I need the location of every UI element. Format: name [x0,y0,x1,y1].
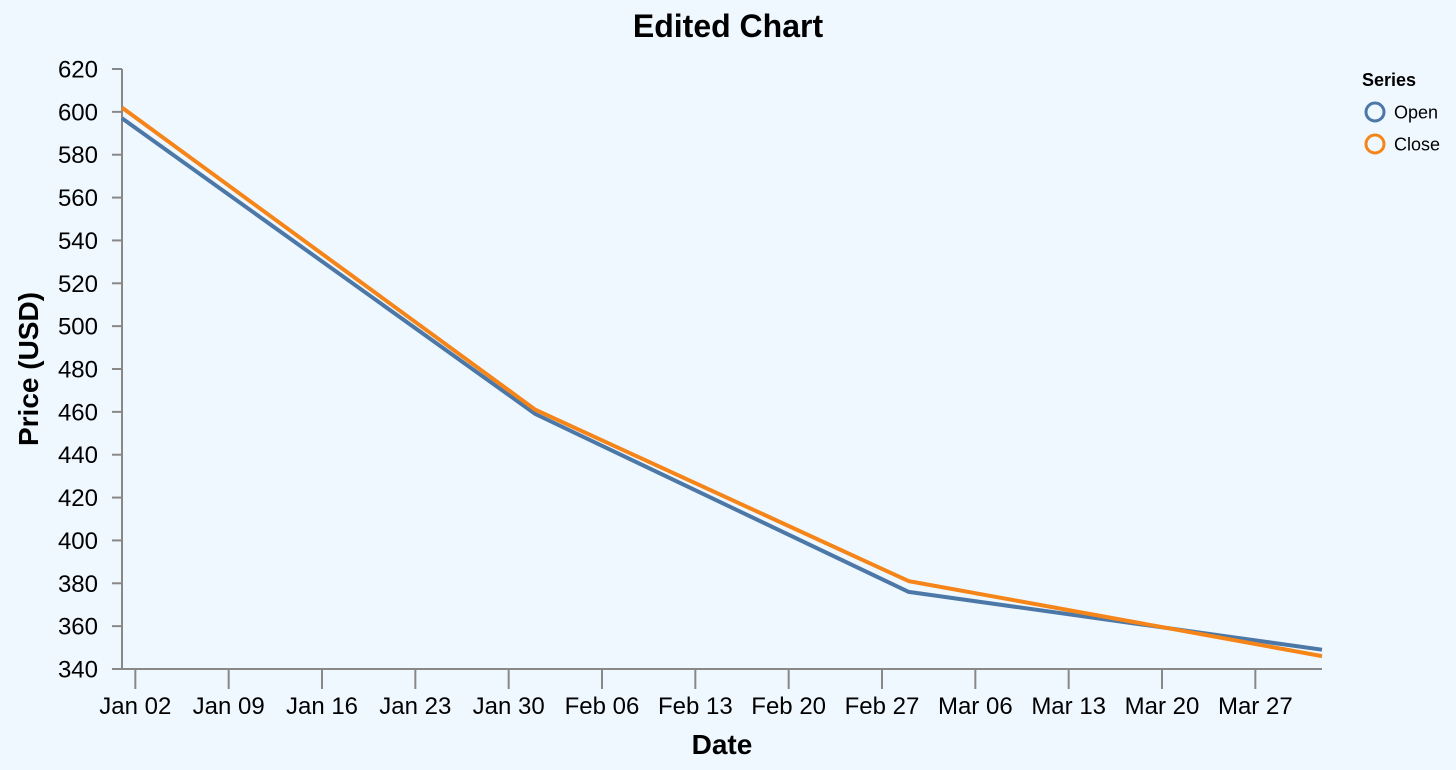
x-tick-label: Mar 27 [1218,693,1293,720]
y-axis-title: Price (USD) [13,292,44,446]
x-tick-label: Mar 06 [938,693,1013,720]
legend-symbol-close [1364,133,1386,155]
y-tick-label: 620 [58,57,98,84]
series-lines [120,105,1323,659]
chart-title: Edited Chart [633,8,824,44]
x-tick-label: Mar 20 [1125,693,1200,720]
x-tick-label: Feb 06 [565,693,640,720]
y-tick-label: 480 [58,357,98,384]
x-tick-label: Feb 13 [658,693,733,720]
legend-label-close: Close [1394,135,1440,155]
x-axis: Jan 02 Jan 09 Jan 16 Jan 23 Jan 30 Feb 06 Feb … [99,669,1293,720]
x-axis-title: Date [692,729,753,760]
x-tick-label: Feb 20 [751,693,826,720]
y-tick-label: 440 [58,442,98,469]
y-tick-label: 600 [58,99,98,126]
y-tick-label: 500 [58,314,98,341]
x-tick-label: Jan 09 [193,693,265,720]
plot-area: 340 360 380 400 420 440 460 480 500 520 540 560 580 6… [58,57,1323,720]
y-tick-label: 340 [58,657,98,684]
y-axis: 340 360 380 400 420 440 460 480 500 520 540 560 580 6… [58,57,122,684]
y-tick-label: 380 [58,571,98,598]
y-tick-label: 580 [58,142,98,169]
y-tick-label: 560 [58,185,98,212]
x-tick-label: Mar 13 [1031,693,1106,720]
y-tick-label: 360 [58,614,98,641]
x-tick-label: Jan 16 [286,693,358,720]
legend-symbol-open [1364,101,1386,123]
legend: Series Open Close [1362,70,1440,155]
series-line-open [120,116,1323,652]
x-tick-label: Jan 02 [99,693,171,720]
x-tick-label: Jan 30 [473,693,545,720]
x-tick-label: Feb 27 [845,693,920,720]
series-line-close [120,105,1323,659]
y-tick-label: 520 [58,271,98,298]
legend-label-open: Open [1394,103,1438,123]
legend-title: Series [1362,70,1416,90]
y-tick-label: 420 [58,485,98,512]
y-tick-label: 400 [58,528,98,555]
y-tick-label: 460 [58,399,98,426]
x-tick-label: Jan 23 [379,693,451,720]
y-tick-label: 540 [58,228,98,255]
